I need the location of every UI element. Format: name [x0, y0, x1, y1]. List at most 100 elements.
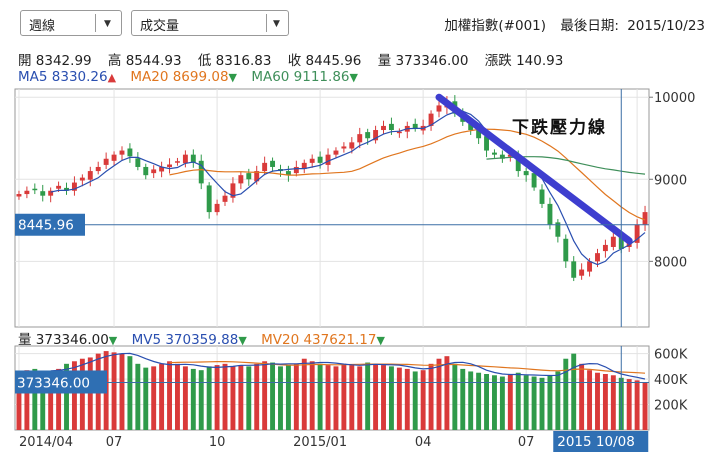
volume-bar: [388, 366, 394, 430]
volume-bar: [167, 361, 172, 430]
volume-bar: [198, 370, 204, 430]
down-triangle-icon: ▼: [349, 71, 358, 84]
candle-body: [79, 177, 85, 181]
volume-bar: [119, 353, 125, 430]
select-divider: [266, 14, 267, 32]
candle-body: [476, 130, 482, 139]
candle-body: [159, 166, 165, 172]
candle-body: [523, 171, 529, 176]
candle-body: [602, 244, 608, 252]
candle-body: [381, 125, 386, 131]
candle-body: [135, 158, 141, 167]
volume-bar: [412, 371, 418, 430]
candle-body: [531, 173, 537, 188]
volume-bar: [579, 363, 585, 430]
candle-body: [499, 154, 505, 159]
volume-bar: [182, 366, 188, 430]
last-date-label: 最後日期:: [560, 18, 619, 34]
volume-bar: [285, 365, 291, 430]
volume-bar: [563, 358, 569, 430]
candle-body: [587, 261, 593, 272]
candle-body: [222, 195, 228, 202]
volume-bar: [48, 371, 54, 430]
candle-body: [262, 162, 268, 172]
mv5-line: [50, 352, 646, 380]
volume-bar: [452, 363, 458, 430]
volume-bar: [460, 368, 466, 430]
candle-body: [56, 185, 62, 189]
chevron-down-icon[interactable]: ▼: [273, 19, 280, 29]
date-tick-label: 2015/01: [293, 435, 347, 450]
volume-bar: [404, 368, 410, 430]
volume-bar: [71, 361, 77, 430]
volume-bar: [301, 358, 307, 430]
volume-bar: [333, 366, 339, 430]
volume-value: 量 373346.00: [377, 53, 469, 69]
candle-body: [555, 222, 561, 237]
volume-bar: [642, 382, 648, 430]
date-tick-label: 04: [415, 435, 432, 450]
volume-bar: [555, 371, 561, 430]
volume-bar: [317, 363, 323, 430]
ohlc-line: 開 8342.99 高 8544.93 低 8316.83 收 8445.96 …: [18, 49, 563, 69]
candle-body: [539, 189, 545, 204]
candle-body: [285, 171, 291, 176]
volume-bar: [357, 366, 363, 430]
volume-bar: [595, 372, 600, 430]
volume-bar: [151, 366, 157, 430]
volume-bar: [206, 366, 212, 430]
volume-tick-label: 600K: [654, 348, 688, 363]
candle-body: [175, 161, 180, 163]
indicator-select[interactable]: 成交量 ▼: [131, 10, 289, 36]
volume-bar: [626, 379, 632, 430]
volume-bar: [278, 366, 283, 430]
volume-bar: [476, 372, 482, 430]
mv20-line: [169, 361, 646, 374]
volume-bar: [24, 370, 30, 430]
period-select[interactable]: 週線 ▼: [20, 10, 122, 36]
cursor-price-box: [15, 213, 85, 236]
volume-bar: [16, 371, 22, 430]
volume-bar: [246, 366, 252, 430]
high-value: 高 8544.93: [107, 53, 182, 69]
price-tick-label: 10000: [654, 91, 695, 106]
candle-body: [111, 154, 117, 161]
volume-bar: [484, 374, 489, 430]
candle-body: [412, 123, 418, 129]
candle-body: [119, 150, 125, 155]
indicator-select-value: 成交量: [140, 19, 180, 34]
candle-body: [428, 113, 434, 126]
volume-bar: [40, 372, 46, 430]
ma20-legend: MA20 8699.08: [130, 69, 229, 85]
volume-bar: [381, 365, 386, 430]
candle-body: [396, 131, 402, 134]
candle-body: [167, 164, 172, 167]
candle-body: [571, 261, 577, 278]
chevron-down-icon[interactable]: ▼: [104, 19, 111, 29]
candle-body: [230, 183, 236, 198]
candle-body: [610, 236, 616, 247]
volume-bar: [373, 363, 379, 430]
volume-bar: [111, 352, 117, 430]
candle-body: [103, 158, 109, 165]
volume-bar: [365, 362, 371, 430]
candle-body: [492, 152, 497, 155]
volume-bar: [547, 375, 553, 430]
cursor-volume-label: 373346.00: [17, 375, 90, 391]
volume-bar: [270, 362, 276, 430]
candle-body: [373, 130, 379, 141]
candle-body: [71, 182, 77, 191]
candle-body: [24, 190, 30, 195]
candle-body: [301, 162, 307, 170]
date-tick-label: 07: [106, 435, 123, 450]
date-tick-label: 07: [518, 435, 535, 450]
ma5-line: [50, 110, 646, 266]
volume-bar: [444, 356, 450, 430]
volume-bar: [32, 368, 38, 430]
volume-bar: [175, 363, 180, 430]
candle-body: [127, 148, 133, 157]
price-tick-label: 8000: [654, 255, 687, 270]
volume-bar: [468, 371, 474, 430]
candle-body: [595, 253, 600, 262]
